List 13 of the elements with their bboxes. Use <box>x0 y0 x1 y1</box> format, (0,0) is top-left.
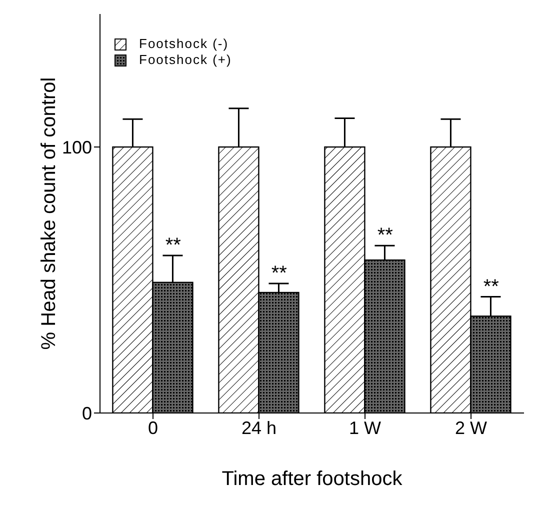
x-tick-label: 0 <box>148 418 158 438</box>
annotation: ** <box>271 262 288 284</box>
x-tick-label: 1 W <box>348 418 382 438</box>
x-axis-title: Time after footshock <box>222 468 404 490</box>
legend-label: Footshock (-) <box>139 36 229 52</box>
x-tick-label: 24 h <box>241 418 277 438</box>
legend-label: Footshock (+) <box>139 52 232 68</box>
annotation: ** <box>483 276 500 298</box>
annotation: ** <box>165 234 182 257</box>
x-tick-label: 2 W <box>454 418 488 438</box>
y-axis-title: % Head shake count of control <box>38 77 60 350</box>
annotation: ** <box>377 224 394 247</box>
y-tick-label: 100 <box>62 137 92 158</box>
